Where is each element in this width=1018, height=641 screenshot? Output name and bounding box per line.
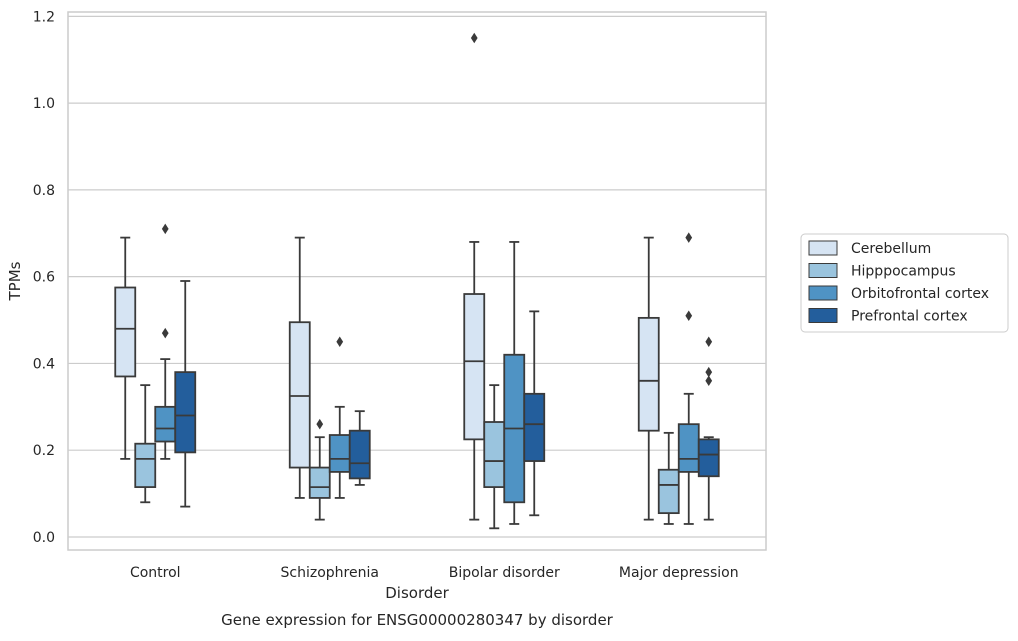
outlier-point xyxy=(336,336,344,347)
x-tick-label: Major depression xyxy=(619,565,739,581)
legend-swatch xyxy=(808,263,838,278)
box-plot xyxy=(503,241,526,525)
x-tick-label: Control xyxy=(130,565,181,581)
box-plot xyxy=(523,310,546,517)
box-plot xyxy=(114,236,137,460)
box-plot xyxy=(134,384,157,504)
box xyxy=(463,293,486,441)
box xyxy=(174,371,197,454)
box xyxy=(637,316,660,432)
outlier-point xyxy=(470,32,478,44)
chart-caption: Gene expression for ENSG00000280347 by d… xyxy=(221,611,614,629)
box-plot xyxy=(288,236,311,499)
box xyxy=(308,466,331,499)
box-plot xyxy=(637,236,660,521)
x-tick-label: Bipolar disorder xyxy=(449,565,560,581)
gridlines xyxy=(68,15,766,538)
box-plots xyxy=(114,32,720,530)
box xyxy=(134,442,157,488)
outlier-point xyxy=(316,418,324,430)
legend-item: Orbitofrontal cortex xyxy=(808,285,989,302)
legend-label: Prefrontal cortex xyxy=(851,309,968,325)
outlier-point xyxy=(705,375,713,387)
legend-swatch xyxy=(808,285,838,301)
outlier-point xyxy=(705,366,713,378)
plot-frame xyxy=(67,11,767,551)
y-tick-label: 1.2 xyxy=(33,9,55,25)
x-tick-label: Schizophrenia xyxy=(281,565,379,581)
legend-item: Hipppocampus xyxy=(808,263,956,280)
box xyxy=(154,405,177,443)
y-tick-label: 0.4 xyxy=(33,356,55,372)
y-tick-label: 0.8 xyxy=(33,183,55,199)
box xyxy=(348,429,371,480)
box xyxy=(697,438,720,478)
x-axis-ticks: Control Schizophrenia Bipolar disorder Majo… xyxy=(130,565,739,581)
box-plot xyxy=(483,384,506,530)
legend-label: Cerebellum xyxy=(851,241,931,257)
legend-item: Prefrontal cortex xyxy=(808,308,968,325)
outlier-point xyxy=(685,310,693,321)
box-plot xyxy=(328,336,351,499)
box-plot xyxy=(463,32,486,521)
y-tick-label: 0.0 xyxy=(33,530,55,546)
box xyxy=(328,434,351,473)
outlier-point xyxy=(705,336,713,347)
box-plot xyxy=(677,232,700,525)
x-axis-label: Disorder xyxy=(385,584,449,602)
box-plot xyxy=(154,223,177,460)
y-tick-label: 1.0 xyxy=(33,96,55,112)
outlier-point xyxy=(161,327,169,339)
legend-swatch xyxy=(808,308,838,323)
box-plot xyxy=(348,410,371,486)
box xyxy=(114,286,137,378)
box-plot xyxy=(308,418,331,521)
box xyxy=(483,421,506,488)
box xyxy=(523,392,546,462)
legend-label: Orbitofrontal cortex xyxy=(851,286,989,302)
legend-item: Cerebellum xyxy=(808,240,931,257)
box xyxy=(677,423,700,473)
outlier-point xyxy=(161,223,169,235)
box xyxy=(288,321,311,469)
y-tick-label: 0.6 xyxy=(33,270,55,286)
legend-frame xyxy=(800,233,1009,333)
y-axis-label: TPMs xyxy=(6,261,24,301)
y-tick-label: 0.2 xyxy=(33,443,55,459)
legend: Cerebellum Hipppocampus Orbitofrontal cort… xyxy=(800,233,1009,333)
box-plot xyxy=(174,280,197,508)
box-plot xyxy=(697,336,720,521)
y-axis-ticks: 0.0 0.2 0.4 0.6 0.8 1.0 1.2 xyxy=(33,9,55,546)
box xyxy=(657,468,680,515)
legend-label: Hipppocampus xyxy=(851,264,956,280)
legend-swatch xyxy=(808,240,838,256)
outlier-point xyxy=(685,232,693,243)
box-plot xyxy=(657,431,680,525)
